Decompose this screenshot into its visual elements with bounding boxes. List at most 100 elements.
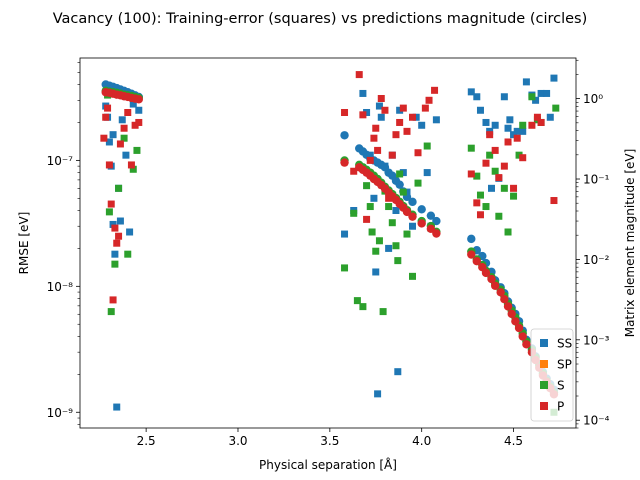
rmse-point-s [359,303,367,311]
rmse-point-p [414,149,422,157]
rmse-point-ss [532,96,540,104]
rmse-point-ss [506,116,514,124]
rmse-point-ss [396,106,404,114]
rmse-point-p [537,118,545,126]
legend-marker-sp [540,360,548,368]
rmse-point-s [414,179,422,187]
rmse-point-p [491,146,499,154]
rmse-point-s [107,308,115,316]
rmse-point-s [129,165,137,173]
rmse-point-p [100,134,108,142]
x-tick-label: 3.5 [320,434,339,448]
rmse-point-ss [519,127,527,135]
magnitude-point-p [522,340,531,349]
rmse-point-p [500,162,508,170]
magnitude-point-ss [408,197,417,207]
y-axis-right-label: Matrix element magnitude [eV] [623,149,637,338]
rmse-point-s [350,209,358,217]
rmse-point-ss [111,250,119,258]
x-tick-label: 2.5 [137,434,156,448]
rmse-point-ss [513,127,521,135]
rmse-point-ss [116,217,124,225]
y-left-tick-label: 10⁻⁸ [47,280,74,294]
rmse-point-ss [113,403,121,411]
magnitude-point-p [472,257,481,266]
rmse-point-ss [135,106,143,114]
magnitude-point-p [402,207,412,217]
rmse-point-p [482,159,490,167]
rmse-point-s [552,104,560,112]
rmse-point-s [423,142,431,150]
magnitude-point-p [340,158,349,167]
rmse-point-ss [473,93,481,101]
rmse-point-p [519,154,527,162]
rmse-point-s [515,151,523,159]
rmse-point-p [359,111,367,119]
rmse-point-s [124,250,132,258]
rmse-point-s [120,134,128,142]
rmse-point-ss [510,131,518,139]
rmse-point-p [504,138,512,146]
rmse-point-s [115,184,123,192]
y-right-tick-label: 10⁻³ [583,333,610,347]
rmse-point-ss [363,108,371,116]
rmse-point-s [500,184,508,192]
rmse-point-s [133,146,141,154]
rmse-point-s [396,170,404,178]
magnitude-point-p [496,288,505,297]
rmse-point-p [399,104,407,112]
rmse-point-s [519,121,527,129]
rmse-point-p [513,134,521,142]
plot-frame [79,57,577,429]
rmse-point-ss [537,89,545,97]
y-right-tick-label: 10⁻⁴ [583,414,610,428]
rmse-point-ss [504,124,512,132]
y-left-tick-label: 10⁻⁹ [47,406,74,420]
rmse-point-ss [432,116,440,124]
rmse-point-ss [118,116,126,124]
y-axis-left: 10⁻⁹ 10⁻⁸ 10⁻⁷ [47,62,80,425]
rmse-point-ss [467,88,475,96]
rmse-point-ss [129,100,137,108]
rmse-point-p [533,113,541,121]
y-left-tick-label: 10⁻⁷ [47,154,74,168]
rmse-point-s [111,260,119,268]
plot-marks [100,71,560,416]
rmse-point-s [353,297,361,305]
rmse-point-p [392,131,400,139]
y-right-tick-label: 10⁻¹ [583,173,610,187]
rmse-point-p [355,71,363,79]
magnitude-point-p [514,323,524,333]
rmse-point-p [467,170,475,178]
rmse-point-ss [476,106,484,114]
rmse-point-ss [423,169,431,177]
rmse-point-s [366,203,374,211]
rmse-point-p [109,296,117,304]
rmse-point-p [388,151,396,159]
rmse-point-p [377,94,385,102]
magnitude-point-ss [467,234,476,244]
legend-box [530,328,574,422]
rmse-point-s [482,203,490,211]
legend-label-p: P [557,400,564,414]
rmse-point-p [350,167,358,175]
rmse-point-ss [109,220,117,228]
rmse-point-s [486,151,494,159]
rmse-point-s [105,208,113,216]
rmse-point-p [476,211,484,219]
magnitude-point-p [467,250,476,259]
rmse-point-s [473,172,481,180]
magnitude-point-p [432,229,441,238]
magnitude-point-p [507,309,516,319]
magnitude-point-ss [340,131,349,140]
rmse-point-p [111,224,119,232]
rmse-point-s [388,219,396,227]
magnitude-point-p [511,317,520,326]
rmse-point-s [409,272,417,280]
rmse-point-p [381,106,389,114]
x-axis-label: Physical separation [Å] [259,457,397,472]
rmse-point-s [491,167,499,175]
magnitude-point-p [490,281,500,290]
rmse-point-p [409,113,417,121]
